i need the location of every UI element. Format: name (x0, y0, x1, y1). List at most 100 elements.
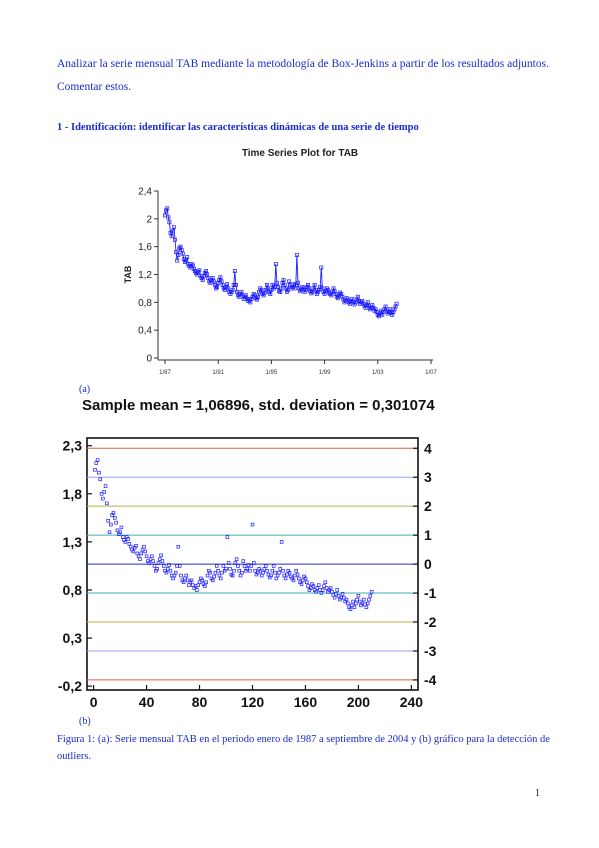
outlier-data-point (294, 568, 298, 573)
outlier-data-point (155, 567, 159, 571)
outlier-data-point (335, 588, 339, 592)
y-right-tick-label: 3 (424, 469, 432, 485)
tab-data-point (259, 287, 264, 292)
tab-data-point (200, 278, 205, 283)
tab-data-point (174, 250, 179, 255)
tab-data-point (228, 292, 233, 296)
tab-data-point (325, 287, 330, 292)
outlier-data-point (97, 470, 101, 475)
outlier-data-point (238, 573, 243, 578)
outlier-data-point (131, 549, 136, 554)
outlier-data-point (221, 564, 226, 568)
y-tick-label: 0,8 (138, 298, 152, 309)
outlier-data-point (195, 588, 199, 592)
tab-data-point (321, 289, 326, 294)
outlier-data-point (102, 490, 106, 494)
outlier-data-point (269, 573, 273, 578)
tab-data-point (380, 312, 385, 317)
outlier-data-point (324, 586, 329, 590)
outlier-data-point (230, 573, 235, 578)
y-left-tick-label: 1,8 (63, 486, 83, 502)
outlier-data-point (111, 511, 116, 515)
outlier-data-point (334, 592, 338, 596)
outlier-data-point (162, 564, 166, 568)
tab-data-point (340, 294, 345, 299)
tab-data-point (245, 296, 249, 301)
tab-data-point (339, 292, 344, 296)
outlier-data-point (211, 578, 215, 583)
outlier-data-point (369, 590, 374, 594)
tab-data-point (163, 213, 167, 218)
outlier-data-point (94, 461, 99, 465)
outlier-data-point (176, 544, 181, 549)
outlier-data-point (248, 568, 252, 573)
outlier-data-point (275, 573, 280, 578)
outlier-data-point (342, 595, 346, 600)
outlier-data-point (274, 576, 279, 581)
tab-data-point (218, 275, 223, 280)
x-tick-label: 160 (294, 694, 318, 710)
outlier-data-point (309, 586, 313, 590)
section-heading: 1 - Identificación: identificar las cara… (57, 122, 419, 133)
outlier-data-point (273, 570, 277, 575)
x-tick-label: 200 (347, 694, 371, 710)
tab-data-point (316, 289, 320, 294)
outlier-data-point (103, 484, 108, 488)
outlier-data-point (120, 535, 125, 539)
tab-data-point (268, 292, 273, 296)
outlier-data-point (350, 603, 354, 608)
y-tick-label: 2 (146, 214, 152, 225)
tab-data-point (274, 280, 279, 285)
outlier-data-point (265, 568, 269, 573)
tab-data-point (331, 286, 336, 291)
outlier-data-point (107, 530, 112, 535)
outlier-data-point (258, 568, 263, 573)
y-right-tick-label: -4 (424, 672, 437, 688)
outlier-data-point (197, 580, 202, 585)
x-tick-label: 1/07 (425, 370, 437, 376)
tab-data-point (294, 253, 299, 257)
outlier-data-point (323, 580, 328, 585)
tab-data-point (166, 215, 171, 220)
outlier-data-point (303, 576, 308, 581)
outlier-data-point (119, 525, 124, 530)
tab-data-point (355, 294, 360, 299)
outlier-detection-plot: 2,3 1,8 1,3 0,8 0,3 -0,2 4 3 2 1 0 -1 -2 -3 -4 0 40 80 120… (58, 437, 437, 710)
outlier-data-point (361, 597, 366, 602)
tab-data-point (232, 269, 237, 273)
tab-data-point (180, 251, 185, 256)
tab-data-point (279, 286, 284, 291)
tab-data-point (229, 289, 234, 294)
outlier-data-point (242, 564, 247, 568)
tab-data-point (169, 234, 174, 239)
outlier-data-point (225, 535, 230, 539)
outlier-data-point (367, 597, 371, 602)
tab-data-point (273, 262, 278, 267)
outlier-data-point (179, 573, 183, 578)
tab-data-point (390, 312, 395, 317)
outlier-data-point (270, 568, 275, 573)
outlier-data-point (224, 567, 228, 571)
y-tick-label: 1,2 (138, 270, 152, 281)
outlier-data-point (135, 551, 140, 556)
outlier-data-point (217, 573, 222, 578)
tab-data-point (360, 298, 365, 303)
outlier-data-point (218, 576, 223, 581)
tab-data-point (332, 289, 337, 294)
outlier-data-point (113, 516, 117, 520)
tab-data-point (262, 290, 267, 295)
outlier-data-point (159, 553, 163, 558)
tab-data-point (307, 286, 312, 291)
outlier-data-point (354, 601, 358, 606)
tab-data-point (369, 305, 374, 310)
outlier-data-point (301, 578, 305, 583)
x-tick-label: 0 (90, 694, 98, 710)
y-tick-label: 2,4 (138, 187, 152, 198)
x-tick-label: 1/91 (212, 370, 224, 376)
tab-data-point (394, 301, 399, 306)
y-right-tick-label: -2 (424, 614, 437, 630)
outlier-data-point (220, 570, 224, 575)
outlier-data-point (236, 564, 240, 568)
tab-data-point (281, 278, 286, 283)
y-right-tick-label: 0 (424, 556, 432, 572)
